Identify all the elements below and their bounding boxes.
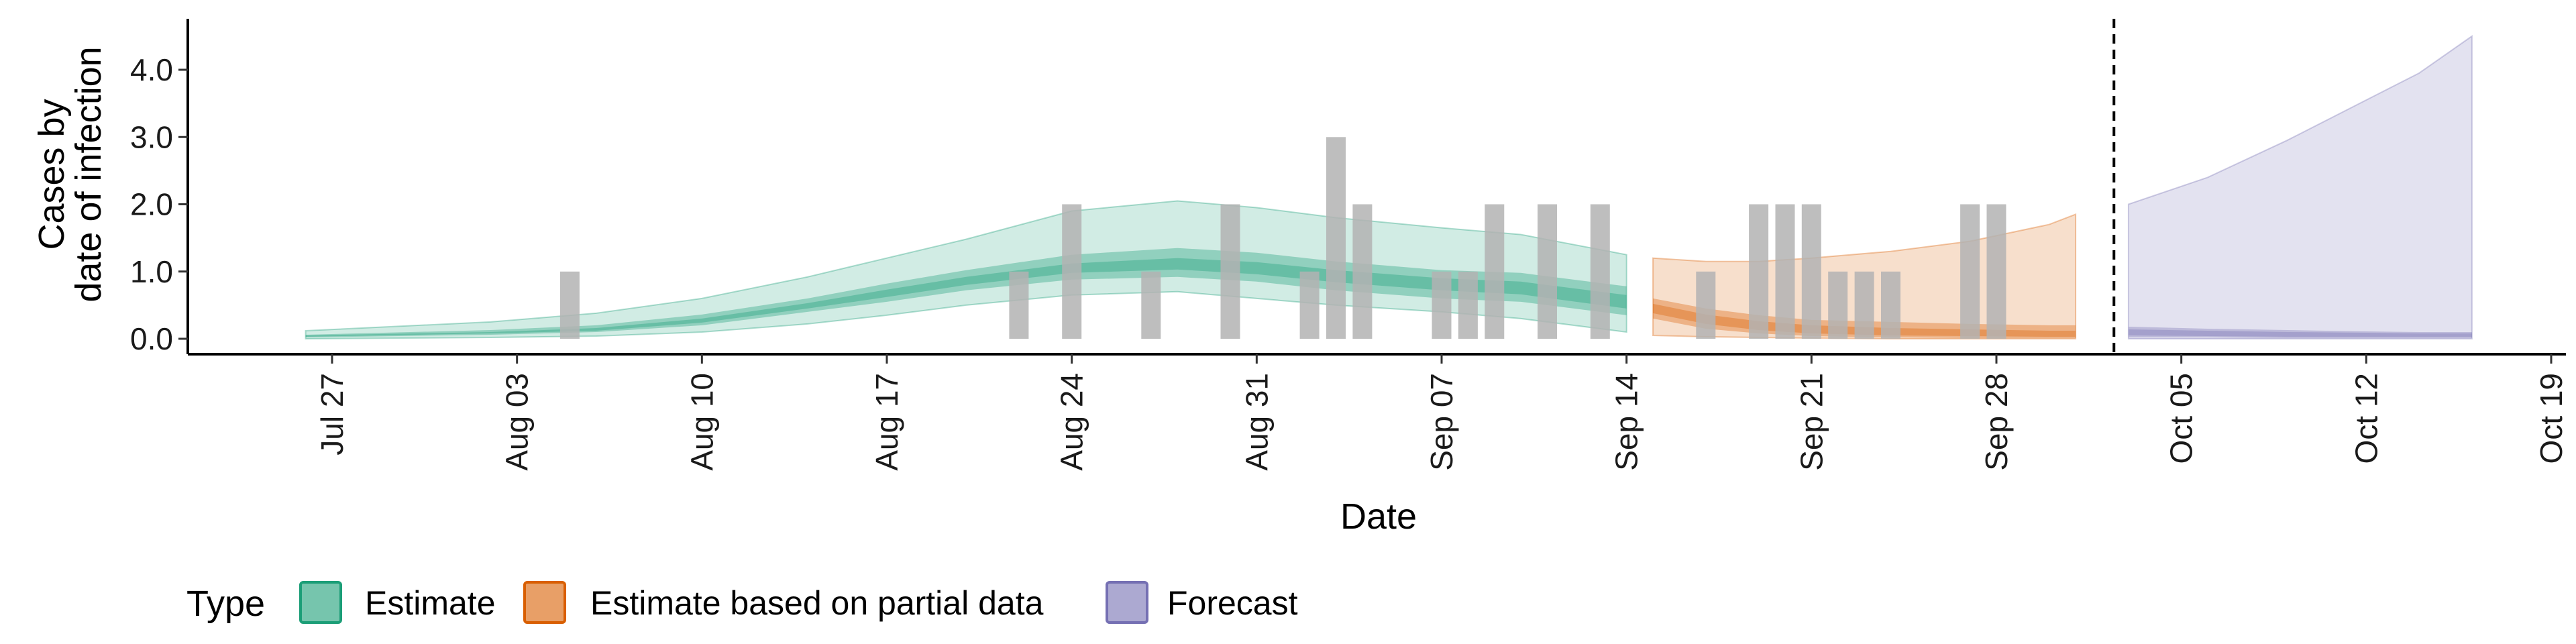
case-bar <box>1352 204 1373 339</box>
case-bar <box>1220 204 1240 339</box>
case-bar <box>1299 271 1320 339</box>
case-bar <box>1960 204 1980 339</box>
x-tick-label: Aug 10 <box>684 373 719 471</box>
x-tick-label: Sep 07 <box>1424 373 1459 471</box>
case-bar <box>1538 204 1557 339</box>
case-bar <box>1141 271 1161 339</box>
case-bar <box>1986 204 2006 339</box>
case-bar <box>1801 204 1821 339</box>
case-bar <box>1881 271 1900 339</box>
case-bar <box>559 271 580 339</box>
legend-label: Estimate based on partial data <box>590 584 1044 622</box>
legend-item: Estimate <box>299 581 496 624</box>
case-bar <box>1590 204 1610 339</box>
y-tick-label: 1.0 <box>130 254 173 289</box>
y-tick-label: 4.0 <box>130 52 173 87</box>
band-90 <box>2127 34 2473 339</box>
x-tick-label: Aug 24 <box>1055 373 1089 471</box>
case-bar <box>1828 271 1848 339</box>
y-tick-label: 0.0 <box>130 321 173 356</box>
case-bar <box>1696 271 1716 339</box>
legend-label: Estimate <box>365 584 496 622</box>
case-bar <box>1009 271 1029 339</box>
legend-item: Forecast <box>1106 581 1298 624</box>
y-axis-title-line-2: date of infection <box>68 46 109 302</box>
series-3 <box>2127 34 2473 339</box>
x-tick-label: Sep 28 <box>1979 373 2014 471</box>
case-bar <box>1432 271 1452 339</box>
observed-case-bars <box>559 137 2006 339</box>
legend-item: Estimate based on partial data <box>523 581 1044 624</box>
band-20 <box>2128 329 2472 337</box>
uncertainty-bands <box>305 34 2473 340</box>
legend-label: Forecast <box>1167 584 1298 622</box>
x-tick-label: Oct 05 <box>2164 373 2199 464</box>
case-bar <box>1749 204 1769 339</box>
band-50 <box>2128 327 2472 338</box>
x-tick-label: Sep 14 <box>1609 373 1644 471</box>
x-tick-label: Oct 19 <box>2534 373 2569 464</box>
x-tick-label: Oct 12 <box>2349 373 2383 464</box>
band-90 <box>305 200 1627 340</box>
y-tick-label: 2.0 <box>130 187 173 222</box>
case-bar <box>1854 271 1874 339</box>
legend-title: Type <box>186 584 265 624</box>
case-bar <box>1326 137 1346 339</box>
x-tick-label: Jul 27 <box>315 373 350 455</box>
case-bar <box>1062 204 1082 339</box>
x-axis-title: Date <box>1340 496 1417 537</box>
band-50 <box>305 248 1627 337</box>
y-axis-ticks: 0.0 1.0 2.0 3.0 4.0 <box>130 52 188 356</box>
band-20 <box>305 258 1627 337</box>
x-axis-ticks: Jul 27 Aug 03 Aug 10 Aug 17 Aug 24 Aug 31 Sep … <box>315 354 2569 471</box>
axes <box>186 19 2566 356</box>
y-axis-title-line-1: Cases by <box>32 99 72 250</box>
case-bar <box>1485 204 1505 339</box>
series-1 <box>305 200 1627 340</box>
x-tick-label: Aug 03 <box>500 373 535 471</box>
case-bar <box>1458 271 1478 339</box>
legend: Type Estimate Estimate based on partial d… <box>186 581 1298 624</box>
x-tick-label: Aug 31 <box>1239 373 1274 471</box>
y-tick-label: 3.0 <box>130 119 173 154</box>
case-bar <box>1775 204 1795 339</box>
legend-key <box>1106 581 1148 624</box>
x-tick-label: Aug 17 <box>869 373 904 471</box>
legend-key <box>523 581 566 624</box>
x-tick-label: Sep 21 <box>1794 373 1829 471</box>
legend-key <box>299 581 342 624</box>
